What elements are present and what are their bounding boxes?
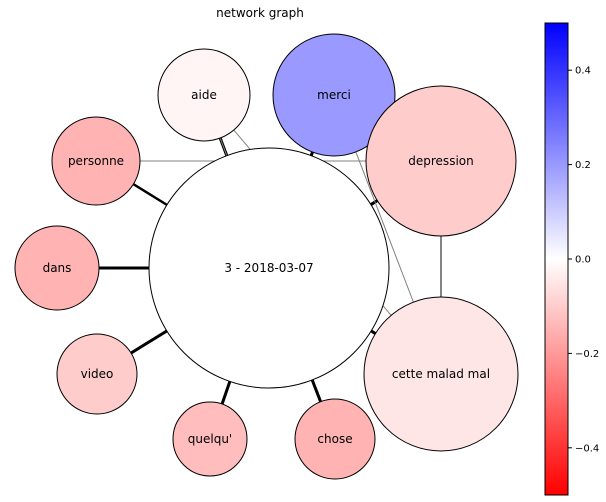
colorbar-tick-label: 0.4 [575, 66, 591, 77]
node-label-depression: depression [408, 154, 473, 168]
node-circle-depression [365, 85, 517, 237]
node-circle-quelqu [172, 401, 248, 477]
node-circle-aide [157, 48, 251, 142]
colorbar-gradient [544, 22, 569, 496]
colorbar-ticks: 0.4 0.2 0.0 −0.2 −0.4 [568, 66, 599, 454]
node-label-personne: personne [68, 154, 124, 168]
node-circle-personne [51, 116, 141, 206]
node-merci: merci [272, 33, 396, 157]
node-label-merci: merci [317, 88, 351, 102]
node-label-dans: dans [43, 261, 72, 275]
node-circle-chose [294, 398, 376, 480]
colorbar-tick-label: 0.2 [575, 160, 591, 171]
colorbar-tick-label: −0.2 [575, 349, 599, 360]
nodes-layer: aide merci depression personne dans video quel… [14, 33, 519, 480]
node-circle-dans [14, 225, 100, 311]
node-label-video: video [81, 367, 114, 381]
node-quelqu: quelqu' [172, 401, 248, 477]
graph-title: network graph [216, 6, 304, 20]
node-cette: cette malad mal [363, 296, 519, 452]
colorbar-tick-label: 0.0 [575, 255, 591, 266]
node-circle-video [56, 333, 138, 415]
node-depression: depression [365, 85, 517, 237]
node-chose: chose [294, 398, 376, 480]
node-circle-merci [272, 33, 396, 157]
node-aide: aide [157, 48, 251, 142]
node-dans: dans [14, 225, 100, 311]
colorbar-tick-label: −0.4 [575, 443, 599, 454]
node-label-cette: cette malad mal [392, 367, 490, 381]
node-label-quelqu: quelqu' [188, 432, 232, 446]
node-center: 3 - 2018-03-07 [148, 147, 390, 389]
node-video: video [56, 333, 138, 415]
node-label-aide: aide [191, 88, 217, 102]
node-label-center: 3 - 2018-03-07 [224, 261, 313, 275]
node-personne: personne [51, 116, 141, 206]
node-circle-cette [363, 296, 519, 452]
node-circle-center [148, 147, 390, 389]
colorbar: 0.4 0.2 0.0 −0.2 −0.4 [544, 22, 599, 496]
node-label-chose: chose [317, 432, 352, 446]
